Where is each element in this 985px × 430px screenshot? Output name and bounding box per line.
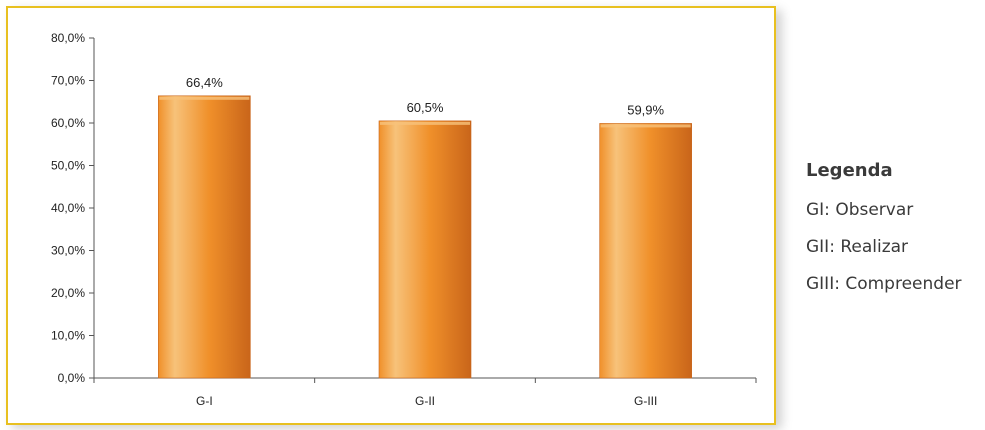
legend-item-giii: GIII: Compreender	[806, 274, 962, 294]
data-label: 60,5%	[407, 100, 444, 115]
bars: 66,4% 60,5% 59,9%	[158, 75, 692, 379]
bar-top-highlight	[380, 121, 470, 125]
y-tick-label: 20,0%	[51, 286, 85, 300]
chart-frame: 0,0% 10,0% 20,0% 30,0% 40,0% 50,0% 60,0% 70,0% 8…	[6, 6, 776, 425]
bar-top-highlight	[600, 124, 691, 128]
bar-g-ii	[378, 120, 472, 379]
x-tick-label: G-II	[415, 394, 435, 408]
bar-top-highlight	[159, 96, 250, 100]
y-tick-label: 50,0%	[51, 159, 85, 173]
legend-item-gi: GI: Observar	[806, 200, 914, 220]
y-tick-label: 10,0%	[51, 329, 85, 343]
bar-g-i	[158, 95, 251, 379]
bar-chart: 0,0% 10,0% 20,0% 30,0% 40,0% 50,0% 60,0% 70,0% 8…	[51, 31, 757, 408]
x-axis: G-I G-II G-III	[93, 377, 757, 408]
x-tick-label: G-III	[634, 394, 657, 408]
data-label: 59,9%	[627, 102, 664, 117]
x-tick-label: G-I	[196, 394, 213, 408]
y-tick-label: 30,0%	[51, 244, 85, 258]
y-tick-label: 70,0%	[51, 74, 85, 88]
legend-title: Legenda	[806, 160, 893, 181]
y-tick-label: 80,0%	[51, 31, 85, 45]
legend: Legenda GI: Observar GII: Realizar GIII:…	[806, 160, 962, 310]
y-tick-label: 0,0%	[58, 371, 86, 385]
y-axis: 0,0% 10,0% 20,0% 30,0% 40,0% 50,0% 60,0% 70,0% 8…	[51, 31, 95, 385]
y-tick-label: 40,0%	[51, 201, 85, 215]
data-label: 66,4%	[186, 75, 223, 90]
bar-g-iii	[599, 123, 692, 379]
y-tick-label: 60,0%	[51, 116, 85, 130]
legend-item-gii: GII: Realizar	[806, 237, 909, 257]
